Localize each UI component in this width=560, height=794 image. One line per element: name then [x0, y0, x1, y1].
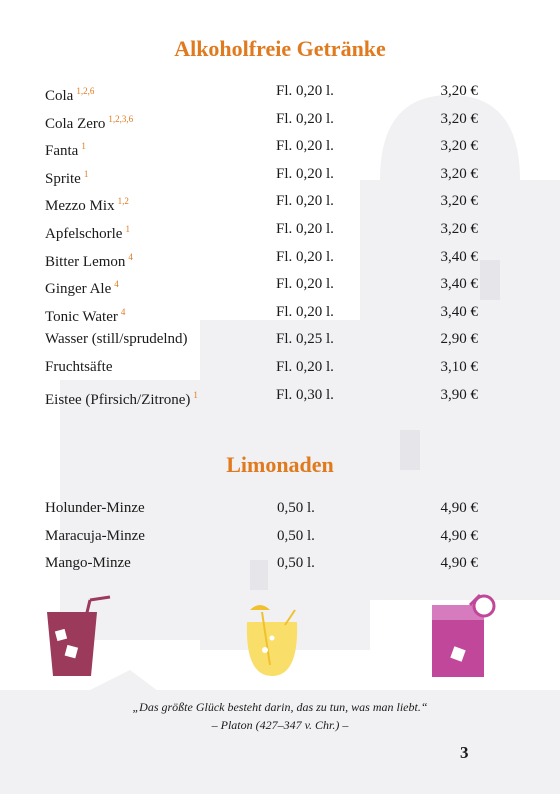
item-price: 3,40 € — [440, 303, 479, 320]
item-size: 0,50 l. — [277, 555, 315, 571]
item-name: Holunder-Minze — [45, 500, 145, 516]
item-price: 4,90 € — [440, 555, 479, 571]
item-price: 3,20 € — [440, 83, 479, 99]
item-size: Fl. 0,20 l. — [276, 276, 334, 293]
section-title: Alkoholfreie Getränke — [174, 36, 386, 61]
footnote: 1,2 — [117, 196, 129, 207]
item-size: Fl. 0,20 l. — [276, 83, 334, 99]
item-price: 3,40 € — [440, 276, 479, 293]
item-size: Fl. 0,25 l. — [276, 331, 334, 348]
footnote: 4 — [128, 251, 133, 262]
item-price: 4,90 € — [440, 527, 479, 544]
plum-glass — [47, 595, 111, 676]
item-price: 4,90 € — [440, 500, 479, 516]
item-name: Mango-Minze — [45, 555, 131, 571]
item-price: 3,20 € — [440, 193, 479, 210]
item-price: 2,90 € — [440, 331, 479, 348]
item-size: 0,50 l. — [277, 527, 315, 544]
footnote: 1 — [81, 141, 86, 152]
footnote: 1,2,3,6 — [108, 113, 134, 124]
item-name: Tonic Water 4 — [45, 306, 126, 325]
item-name: Cola Zero 1,2,3,6 — [45, 113, 134, 132]
footnote: 1 — [193, 389, 198, 400]
item-name: Apfelschorle 1 — [45, 224, 130, 242]
item-price: 3,20 € — [440, 221, 479, 237]
item-price: 3,10 € — [440, 359, 479, 375]
footnote: 4 — [120, 306, 126, 317]
item-price: 3,90 € — [440, 386, 479, 403]
item-name: Bitter Lemon 4 — [45, 251, 133, 270]
item-price: 3,20 € — [440, 138, 479, 155]
yellow-glass — [246, 605, 298, 676]
item-price: 3,20 € — [440, 110, 479, 127]
item-size: Fl. 0,20 l. — [276, 303, 334, 320]
item-size: Fl. 0,20 l. — [276, 221, 334, 237]
item-name: Fruchtsäfte — [45, 359, 113, 375]
windows — [250, 260, 500, 590]
item-size: Fl. 0,20 l. — [276, 248, 334, 265]
item-name: Fanta 1 — [45, 141, 86, 160]
quote-author: – Platon (427–347 v. Chr.) – — [211, 718, 349, 732]
footnote: 4 — [114, 279, 119, 290]
footnote: 1 — [83, 168, 89, 179]
item-size: Fl. 0,30 l. — [276, 386, 334, 403]
footnote: 1,2,6 — [76, 86, 95, 96]
item-name: Cola 1,2,6 — [45, 86, 95, 104]
page-number: 3 — [460, 743, 469, 762]
item-name: Maracuja-Minze — [45, 527, 145, 544]
item-size: Fl. 0,20 l. — [276, 193, 334, 210]
item-name: Ginger Ale 4 — [45, 279, 119, 298]
footnote: 1 — [125, 224, 130, 234]
item-price: 3,20 € — [440, 165, 479, 182]
item-size: 0,50 l. — [277, 500, 315, 516]
item-name: Sprite 1 — [45, 168, 89, 187]
item-size: Fl. 0,20 l. — [276, 110, 334, 127]
item-name: Mezzo Mix 1,2 — [45, 196, 129, 215]
item-name: Eistee (Pfirsich/Zitrone) 1 — [45, 389, 198, 408]
item-size: Fl. 0,20 l. — [276, 138, 334, 155]
item-name: Wasser (still/sprudelnd) — [45, 331, 188, 348]
item-price: 3,40 € — [440, 248, 479, 265]
item-size: Fl. 0,20 l. — [276, 165, 334, 182]
magenta-glass — [432, 593, 496, 677]
buildings — [0, 95, 560, 794]
item-size: Fl. 0,20 l. — [276, 359, 334, 375]
section-title: Limonaden — [226, 452, 334, 477]
quote: „Das größte Glück besteht darin, das zu … — [132, 700, 428, 714]
